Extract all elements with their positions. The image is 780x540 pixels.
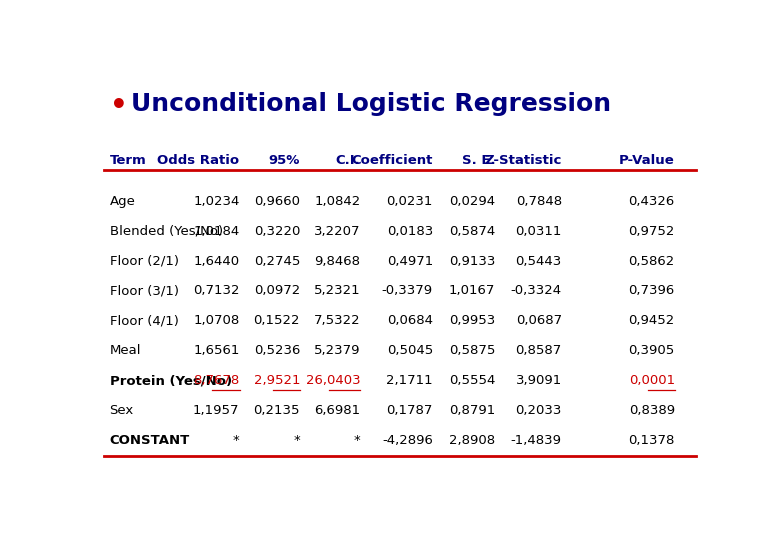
Text: 0,9660: 0,9660 — [254, 195, 300, 208]
Text: Coefficient: Coefficient — [352, 154, 433, 167]
Text: 0,0001: 0,0001 — [629, 374, 675, 387]
Text: 0,0311: 0,0311 — [516, 225, 562, 238]
Text: 0,5554: 0,5554 — [448, 374, 495, 387]
Text: 1,0234: 1,0234 — [193, 195, 239, 208]
Text: 0,9452: 0,9452 — [629, 314, 675, 327]
Text: 0,4326: 0,4326 — [629, 195, 675, 208]
Text: -4,2896: -4,2896 — [382, 434, 433, 447]
Text: Age: Age — [109, 195, 136, 208]
Text: 0,1522: 0,1522 — [254, 314, 300, 327]
Text: -1,4839: -1,4839 — [511, 434, 562, 447]
Text: 0,0972: 0,0972 — [254, 285, 300, 298]
Text: *: * — [293, 434, 300, 447]
Text: 3,2207: 3,2207 — [314, 225, 360, 238]
Text: P-Value: P-Value — [619, 154, 675, 167]
Text: *: * — [353, 434, 360, 447]
Text: 0,0294: 0,0294 — [449, 195, 495, 208]
Text: 0,7132: 0,7132 — [193, 285, 239, 298]
Text: S. E.: S. E. — [462, 154, 495, 167]
Text: Blended (Yes/No): Blended (Yes/No) — [109, 225, 223, 238]
Text: 5,2321: 5,2321 — [314, 285, 360, 298]
Text: Z-Statistic: Z-Statistic — [484, 154, 562, 167]
Text: 0,8791: 0,8791 — [449, 404, 495, 417]
Text: 0,0183: 0,0183 — [387, 225, 433, 238]
Text: 95%: 95% — [268, 154, 300, 167]
Text: 1,0842: 1,0842 — [314, 195, 360, 208]
Text: 8,7678: 8,7678 — [193, 374, 239, 387]
Text: 3,9091: 3,9091 — [516, 374, 562, 387]
Text: 0,2745: 0,2745 — [254, 254, 300, 267]
Text: 0,9953: 0,9953 — [449, 314, 495, 327]
Text: -0,3324: -0,3324 — [511, 285, 562, 298]
Text: 0,0687: 0,0687 — [516, 314, 562, 327]
Text: 26,0403: 26,0403 — [306, 374, 360, 387]
Text: •: • — [109, 92, 127, 120]
Text: 7,5322: 7,5322 — [314, 314, 360, 327]
Text: 1,0708: 1,0708 — [193, 314, 239, 327]
Text: Odds Ratio: Odds Ratio — [158, 154, 239, 167]
Text: 5,2379: 5,2379 — [314, 345, 360, 357]
Text: 1,6561: 1,6561 — [193, 345, 239, 357]
Text: 0,5862: 0,5862 — [629, 254, 675, 267]
Text: 0,2135: 0,2135 — [254, 404, 300, 417]
Text: 0,0231: 0,0231 — [387, 195, 433, 208]
Text: C.I.: C.I. — [335, 154, 360, 167]
Text: 0,5045: 0,5045 — [387, 345, 433, 357]
Text: 0,3905: 0,3905 — [629, 345, 675, 357]
Text: 2,8908: 2,8908 — [449, 434, 495, 447]
Text: 0,5874: 0,5874 — [449, 225, 495, 238]
Text: Unconditional Logistic Regression: Unconditional Logistic Regression — [131, 92, 611, 116]
Text: 0,5875: 0,5875 — [448, 345, 495, 357]
Text: Floor (4/1): Floor (4/1) — [109, 314, 179, 327]
Text: 0,5443: 0,5443 — [516, 254, 562, 267]
Text: CONSTANT: CONSTANT — [109, 434, 190, 447]
Text: 0,8389: 0,8389 — [629, 404, 675, 417]
Text: 6,6981: 6,6981 — [314, 404, 360, 417]
Text: Sex: Sex — [109, 404, 134, 417]
Text: 2,1711: 2,1711 — [386, 374, 433, 387]
Text: 0,9133: 0,9133 — [448, 254, 495, 267]
Text: 1,6440: 1,6440 — [193, 254, 239, 267]
Text: 0,5236: 0,5236 — [254, 345, 300, 357]
Text: 2,9521: 2,9521 — [254, 374, 300, 387]
Text: Protein (Yes/No): Protein (Yes/No) — [109, 374, 232, 387]
Text: 0,1787: 0,1787 — [387, 404, 433, 417]
Text: 1,0167: 1,0167 — [448, 285, 495, 298]
Text: 0,9752: 0,9752 — [629, 225, 675, 238]
Text: 0,2033: 0,2033 — [516, 404, 562, 417]
Text: 0,0684: 0,0684 — [387, 314, 433, 327]
Text: Term: Term — [109, 154, 147, 167]
Text: 0,8587: 0,8587 — [516, 345, 562, 357]
Text: Meal: Meal — [109, 345, 141, 357]
Text: 0,4971: 0,4971 — [387, 254, 433, 267]
Text: -0,3379: -0,3379 — [382, 285, 433, 298]
Text: 0,3220: 0,3220 — [254, 225, 300, 238]
Text: *: * — [232, 434, 239, 447]
Text: 0,7848: 0,7848 — [516, 195, 562, 208]
Text: Floor (2/1): Floor (2/1) — [109, 254, 179, 267]
Text: 9,8468: 9,8468 — [314, 254, 360, 267]
Text: 0,7396: 0,7396 — [629, 285, 675, 298]
Text: 1,0184: 1,0184 — [193, 225, 239, 238]
Text: Floor (3/1): Floor (3/1) — [109, 285, 179, 298]
Text: 1,1957: 1,1957 — [193, 404, 239, 417]
Text: 0,1378: 0,1378 — [629, 434, 675, 447]
